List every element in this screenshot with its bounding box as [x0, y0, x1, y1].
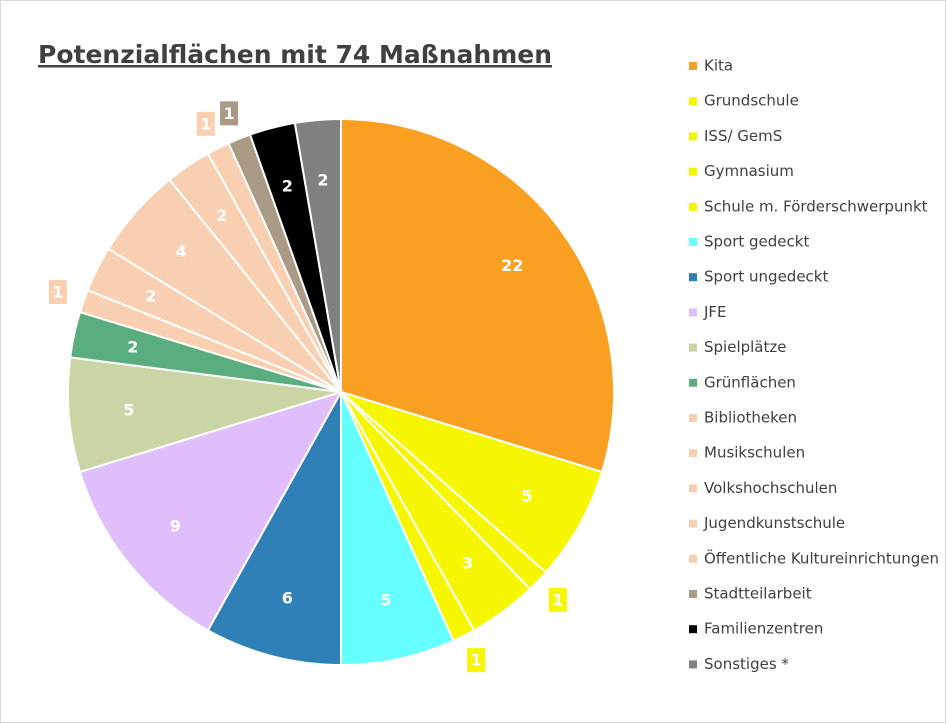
legend-swatch: [689, 132, 697, 141]
value-label-box: [548, 587, 567, 612]
legend-swatch: [689, 308, 697, 317]
legend-label: Sonstiges *: [704, 655, 789, 673]
value-label-box: [196, 111, 215, 136]
value-label: 1: [223, 104, 234, 123]
pie-slice: [206, 388, 342, 667]
legend-label: Sport ungedeckt: [704, 268, 828, 286]
legend-swatch: [689, 167, 697, 176]
pie-slice: [340, 391, 604, 574]
legend-label: Spielplätze: [704, 338, 786, 356]
legend-swatch: [689, 554, 697, 563]
value-label: 2: [216, 206, 227, 225]
chart-title: Potenzialflächen mit 74 Maßnahmen: [38, 40, 552, 69]
value-label: 4: [176, 242, 187, 261]
legend-label: Volkshochschulen: [704, 479, 837, 497]
value-label: 2: [145, 287, 156, 306]
pie-slice: [67, 356, 342, 474]
legend-label: Schule m. Förderschwerpunkt: [704, 197, 928, 215]
value-label: 2: [127, 338, 138, 357]
legend-label: Jugendkunstschule: [703, 514, 845, 532]
legend-swatch: [689, 484, 697, 493]
legend-swatch: [689, 519, 697, 528]
legend-label: Sport gedeckt: [704, 233, 809, 251]
legend-label: JFE: [703, 303, 727, 321]
pie-slice: [340, 391, 455, 667]
legend-label: Stadtteilarbeit: [704, 585, 812, 603]
legend-label: Bibliotheken: [704, 409, 797, 427]
value-label: 5: [380, 591, 391, 610]
legend-swatch: [689, 414, 697, 422]
legend-label: ISS/ GemS: [704, 127, 782, 145]
legend-swatch: [689, 273, 697, 282]
value-label: 2: [282, 176, 293, 195]
value-label: 6: [282, 589, 293, 608]
legend-label: Musikschulen: [704, 444, 805, 462]
legend-label: Grundschule: [704, 92, 799, 110]
pie-slice: [293, 117, 342, 393]
value-label: 5: [521, 486, 532, 505]
legend-swatch: [689, 378, 697, 387]
value-label-box: [220, 101, 239, 126]
legend-swatch: [689, 97, 697, 106]
legend-swatch: [689, 202, 697, 211]
legend-label: Grünflächen: [704, 373, 796, 391]
pie-slice: [78, 390, 344, 632]
value-label-box: [467, 648, 486, 673]
legend-label: Familienzentren: [704, 620, 823, 638]
legend-swatch: [689, 590, 697, 598]
value-label: 1: [200, 114, 211, 133]
legend-swatch: [689, 62, 697, 70]
value-label: 3: [462, 554, 473, 573]
legend-label: Öffentliche Kultureinrichtungen: [704, 548, 939, 567]
value-label: 1: [552, 590, 563, 609]
legend-swatch: [689, 625, 697, 634]
value-label: 22: [501, 256, 523, 275]
pie-slice: [340, 117, 615, 474]
value-label-box: [48, 279, 67, 304]
legend-swatch: [689, 343, 697, 352]
value-label: 9: [170, 516, 181, 535]
value-label: 1: [52, 282, 63, 301]
value-label: 5: [123, 401, 134, 420]
legend-swatch: [689, 238, 697, 246]
value-label: 2: [317, 170, 328, 189]
legend-label: Kita: [704, 57, 733, 75]
value-label: 1: [471, 651, 482, 670]
legend-swatch: [689, 449, 697, 458]
legend-swatch: [689, 660, 697, 669]
legend-label: Gymnasium: [704, 162, 794, 180]
